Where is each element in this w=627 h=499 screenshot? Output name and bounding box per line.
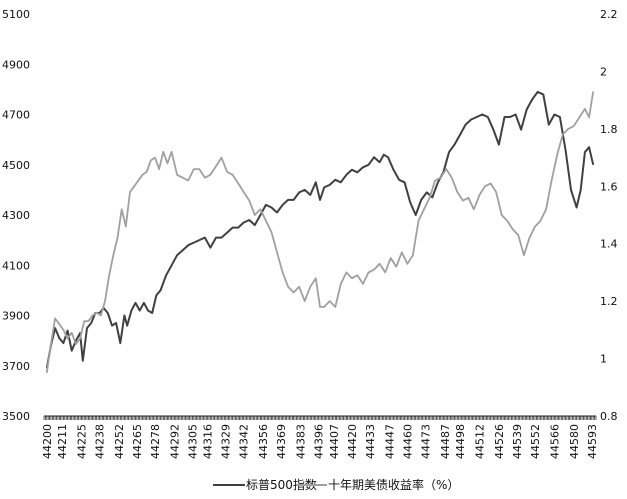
x-axis-tick-label: 44447 bbox=[383, 424, 396, 459]
x-axis-minor-ticks bbox=[43, 416, 597, 420]
legend-label-sp500: 标普500指数 bbox=[246, 477, 317, 492]
x-axis-tick-label: 44252 bbox=[113, 424, 126, 459]
x-axis-tick-label: 44433 bbox=[364, 424, 377, 459]
x-axis-tick-label: 44460 bbox=[401, 424, 414, 459]
x-axis-tick-label: 44473 bbox=[419, 424, 432, 459]
right-axis-ticks: 0.8 1 1.2 1.4 1.6 1.8 2 2.2 bbox=[600, 8, 618, 423]
left-axis-tick-label: 3900 bbox=[2, 310, 30, 323]
x-axis-tick-label: 44539 bbox=[511, 424, 524, 459]
right-axis-tick-label: 1.4 bbox=[600, 238, 618, 251]
x-axis-tick-label: 44407 bbox=[328, 424, 341, 459]
x-axis-tick-label: 44580 bbox=[568, 424, 581, 459]
left-axis-tick-label: 3500 bbox=[2, 410, 30, 423]
legend: 标普500指数 十年期美债收益率（%） bbox=[213, 477, 459, 492]
right-axis-tick-label: 2.2 bbox=[600, 8, 618, 21]
x-axis-tick-label: 44225 bbox=[75, 424, 88, 459]
x-axis-tick-label: 44593 bbox=[586, 424, 599, 459]
x-axis-tick-label: 44512 bbox=[474, 424, 487, 459]
x-axis: 44200 44211 44225 44238 44252 44265 44278 44292… bbox=[41, 415, 599, 459]
left-axis-tick-label: 4700 bbox=[2, 109, 30, 122]
right-axis-tick-label: 2 bbox=[600, 65, 607, 78]
x-axis-tick-label: 44329 bbox=[220, 424, 233, 459]
sp500-series-line bbox=[45, 90, 595, 369]
right-axis-tick-label: 1 bbox=[600, 353, 607, 366]
x-axis-tick-label: 44383 bbox=[295, 424, 308, 459]
plot-series bbox=[45, 90, 595, 374]
x-axis-tick-label: 44552 bbox=[529, 424, 542, 459]
x-axis-tick-label: 44487 bbox=[439, 424, 452, 459]
x-axis-tick-label: 44369 bbox=[275, 424, 288, 459]
x-axis-tick-label: 44498 bbox=[454, 424, 467, 459]
x-axis-tick-label: 44211 bbox=[56, 424, 69, 459]
right-axis-tick-label: 1.2 bbox=[600, 295, 618, 308]
treasury-yield-series-line bbox=[45, 91, 595, 374]
x-axis-tick-label: 44278 bbox=[149, 424, 162, 459]
legend-label-treasury: 十年期美债收益率（%） bbox=[328, 477, 459, 492]
left-axis-tick-label: 4100 bbox=[2, 259, 30, 272]
x-axis-tick-label: 44420 bbox=[346, 424, 359, 459]
left-axis-tick-label: 4300 bbox=[2, 209, 30, 222]
left-axis-ticks: 3500 3700 3900 4100 4300 4500 4700 4900 5100 bbox=[2, 8, 30, 423]
x-axis-tick-label: 44305 bbox=[186, 424, 199, 459]
right-axis-tick-label: 1.8 bbox=[600, 123, 618, 136]
x-axis-tick-label: 44342 bbox=[238, 424, 251, 459]
x-axis-tick-label: 44238 bbox=[94, 424, 107, 459]
left-axis-tick-label: 4500 bbox=[2, 159, 30, 172]
x-axis-tick-label: 44200 bbox=[41, 424, 54, 459]
x-axis-tick-label: 44526 bbox=[493, 424, 506, 459]
right-axis-tick-label: 1.6 bbox=[600, 180, 618, 193]
x-axis-tick-label: 44292 bbox=[168, 424, 181, 459]
x-axis-tick-label: 44396 bbox=[313, 424, 326, 459]
x-axis-tick-label: 44316 bbox=[202, 424, 215, 459]
left-axis-tick-label: 3700 bbox=[2, 360, 30, 373]
left-axis-tick-label: 4900 bbox=[2, 58, 30, 71]
x-axis-tick-label: 44356 bbox=[257, 424, 270, 459]
left-axis-tick-label: 5100 bbox=[2, 8, 30, 21]
x-axis-tick-label: 44566 bbox=[548, 424, 561, 459]
right-axis-tick-label: 0.8 bbox=[600, 410, 618, 423]
x-axis-tick-label: 44265 bbox=[131, 424, 144, 459]
